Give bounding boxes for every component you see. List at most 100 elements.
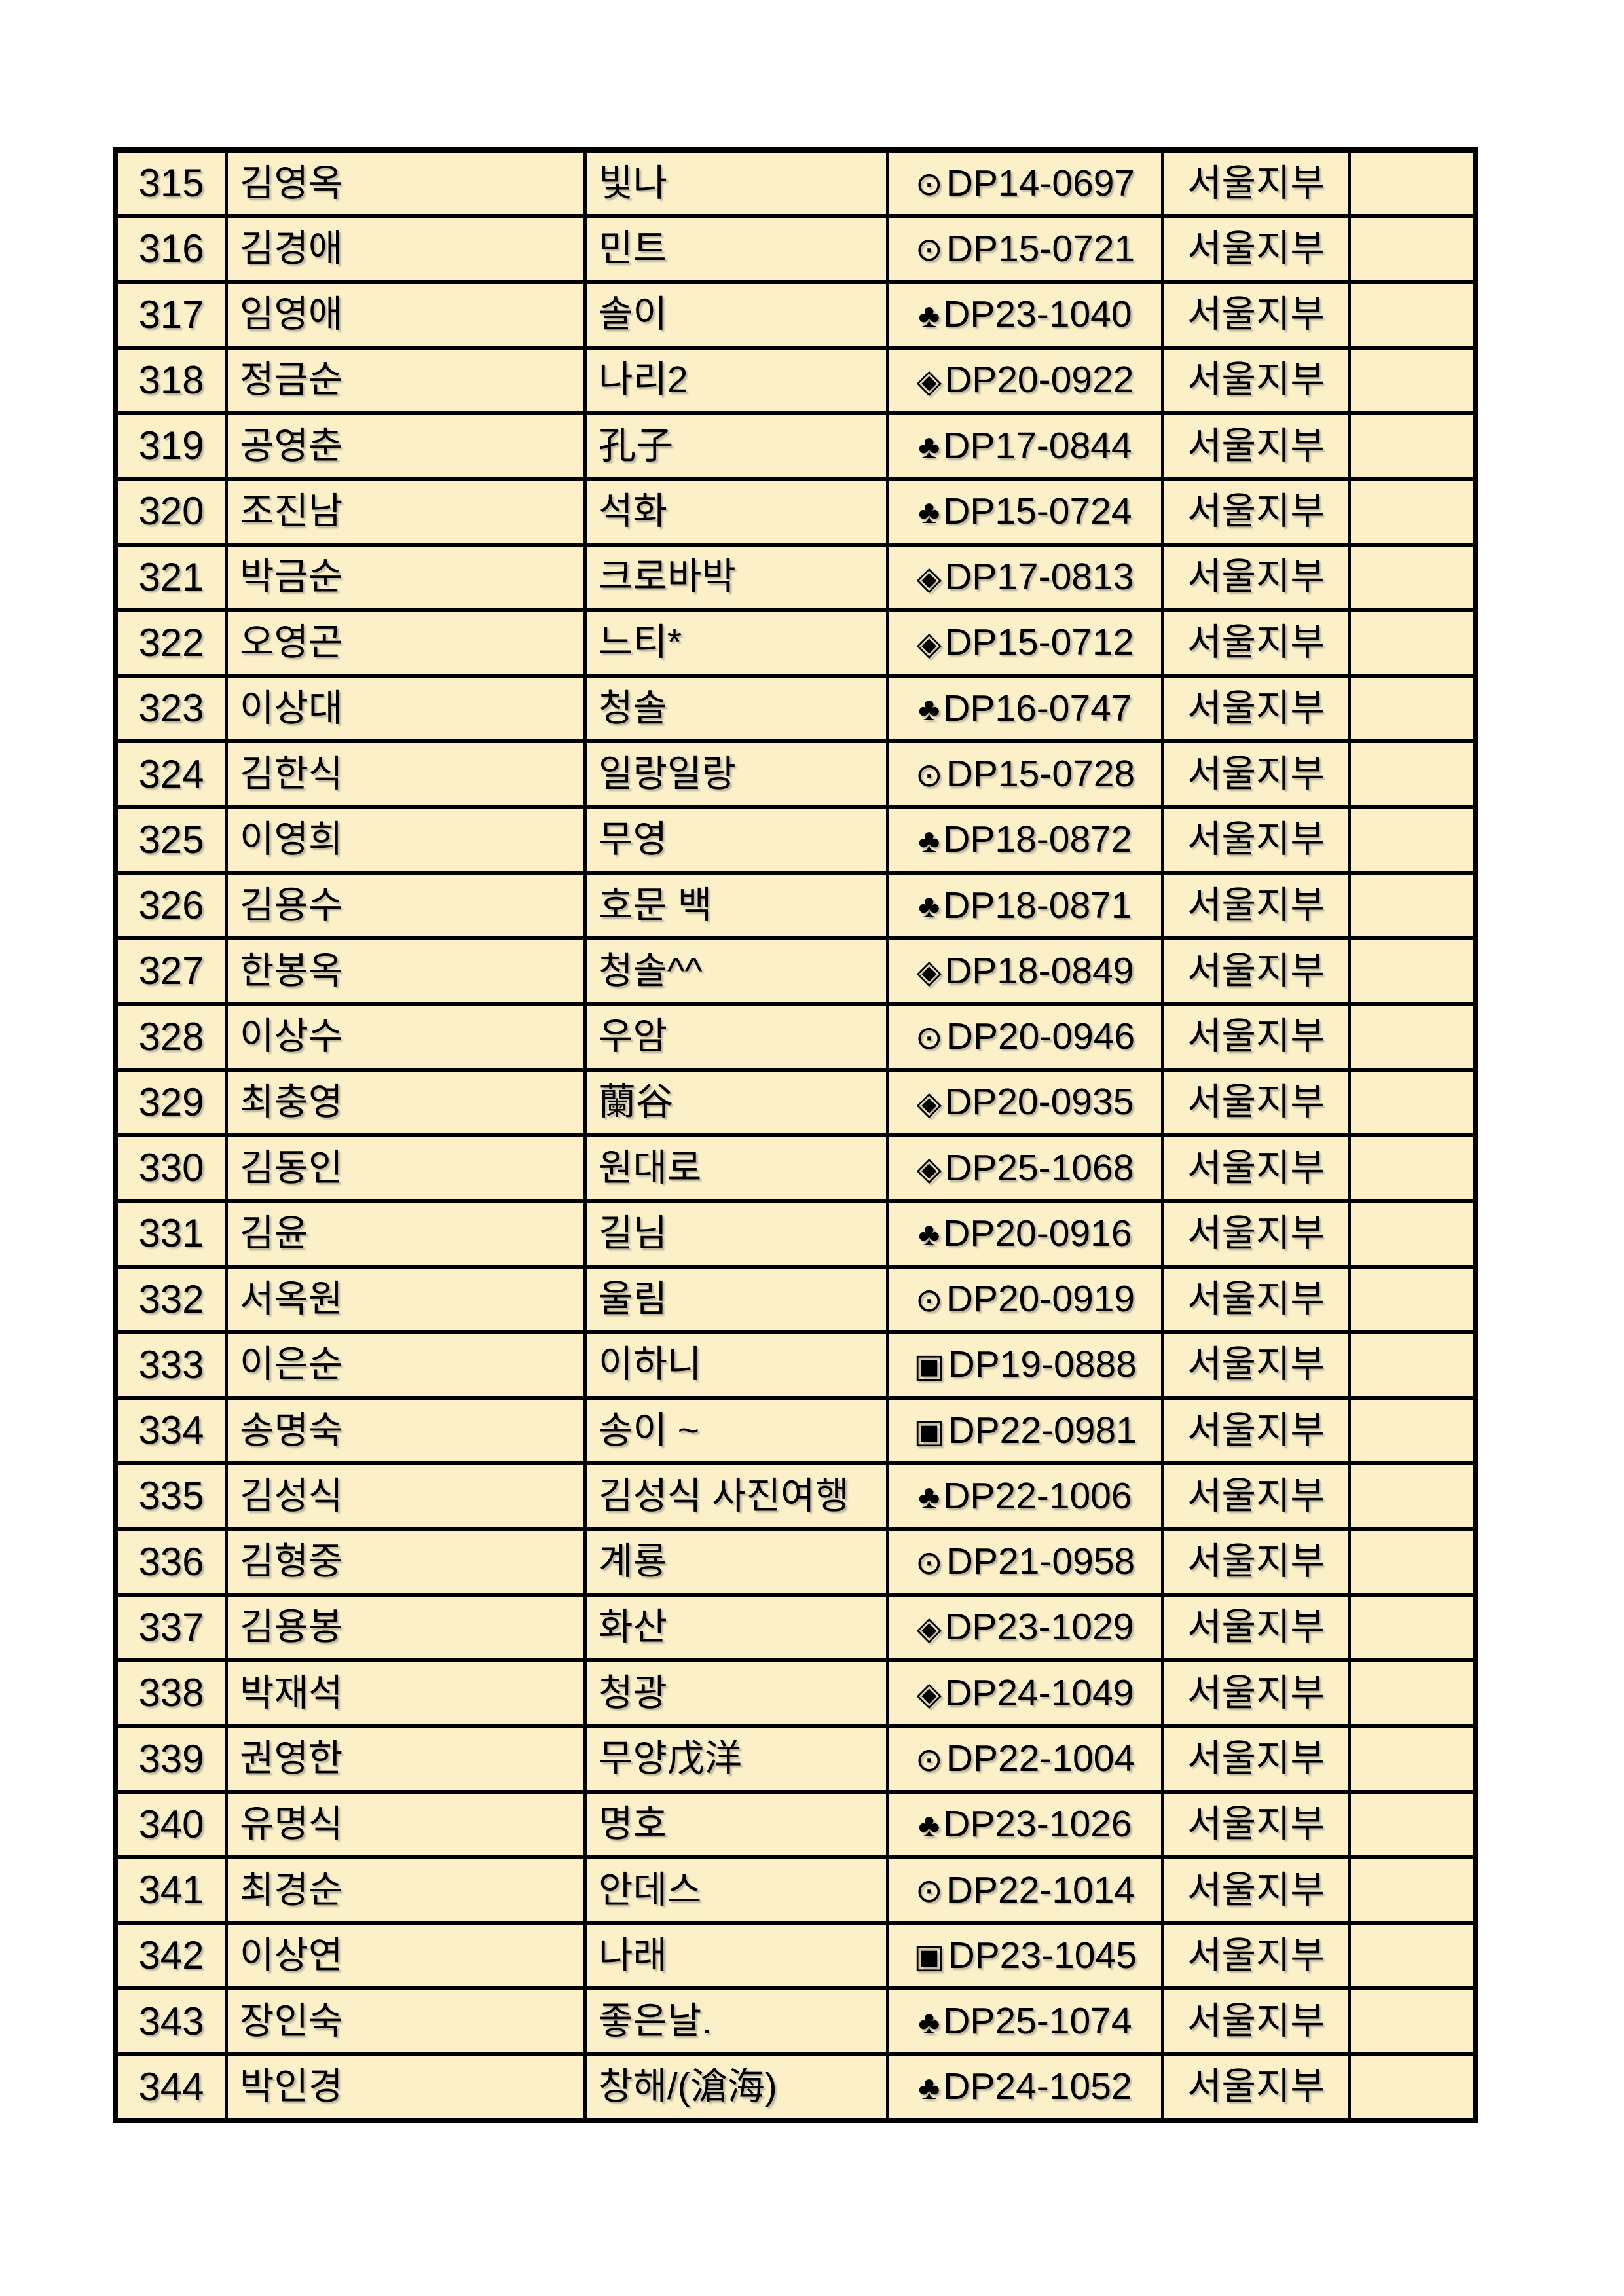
member-code-cell: ⊙ DP15-0728 [889, 743, 1164, 805]
member-name: 김용봉 [228, 1596, 587, 1659]
member-number: 335 [118, 1465, 228, 1527]
member-branch: 서울지부 [1164, 218, 1351, 280]
member-code-cell: ▣ DP23-1045 [889, 1925, 1164, 1987]
grade-symbol-icon: ♣ [918, 1216, 940, 1253]
member-code-cell: ◈ DP24-1049 [889, 1662, 1164, 1724]
member-name: 이상수 [228, 1006, 587, 1068]
member-number: 342 [118, 1925, 228, 1987]
grade-symbol-icon: ♣ [918, 888, 940, 925]
member-code-cell: ◈ DP23-1029 [889, 1596, 1164, 1659]
member-code: DP18-0849 [945, 949, 1134, 992]
grade-symbol-icon: ◈ [916, 1150, 942, 1188]
member-number: 343 [118, 1990, 228, 2052]
member-nickname: 솔이 [587, 283, 889, 346]
member-note-empty [1351, 481, 1473, 542]
table-row: 318 정금순 나리2 ◈ DP20-0922 서울지부 [118, 349, 1473, 416]
table-row: 317 임영애 솔이 ♣ DP23-1040 서울지부 [118, 283, 1473, 350]
member-branch: 서울지부 [1164, 1990, 1351, 2052]
member-branch: 서울지부 [1164, 1728, 1351, 1790]
member-nickname: 크로바박 [587, 546, 889, 608]
member-name: 박인경 [228, 2056, 587, 2118]
table-row: 341 최경순 안데스 ⊙ DP22-1014 서울지부 [118, 1859, 1473, 1925]
member-name: 이영희 [228, 809, 587, 871]
table-row: 323 이상대 청솔 ♣ DP16-0747 서울지부 [118, 678, 1473, 744]
member-name: 임영애 [228, 283, 587, 346]
member-branch: 서울지부 [1164, 1925, 1351, 1987]
member-code: DP22-1004 [946, 1738, 1135, 1779]
member-code-cell: ⊙ DP21-0958 [889, 1531, 1164, 1593]
member-code: DP22-0981 [948, 1409, 1137, 1451]
member-code-cell: ⊙ DP14-0697 [889, 153, 1164, 215]
member-code-cell: ♣ DP24-1052 [889, 2056, 1164, 2118]
member-note-empty [1351, 1531, 1473, 1593]
member-nickname: 원대로 [587, 1137, 889, 1199]
member-code: DP25-1074 [943, 2000, 1132, 2043]
member-note-empty [1351, 1006, 1473, 1067]
grade-symbol-icon: ◈ [916, 1084, 942, 1121]
member-code-cell: ♣ DP23-1040 [889, 283, 1164, 346]
member-nickname: 느티* [587, 611, 889, 674]
table-row: 326 김용수 호문 백 ♣ DP18-0871 서울지부 [118, 874, 1473, 941]
grade-symbol-icon: ▣ [913, 1347, 945, 1384]
member-number: 340 [118, 1793, 228, 1855]
member-nickname: 나리2 [587, 349, 889, 412]
member-nickname: 孔子 [587, 415, 889, 477]
member-code-cell: ♣ DP18-0871 [889, 874, 1164, 937]
member-code: DP15-0728 [946, 753, 1135, 795]
member-nickname: 무영 [587, 809, 889, 871]
member-name: 박금순 [228, 546, 587, 608]
member-name: 김한식 [228, 743, 587, 805]
member-nickname: 빛나 [587, 153, 889, 215]
member-name: 권영한 [228, 1728, 587, 1790]
member-code-cell: ♣ DP18-0872 [889, 809, 1164, 871]
grade-symbol-icon: ♣ [918, 297, 940, 334]
member-branch: 서울지부 [1164, 1006, 1351, 1068]
member-code: DP15-0712 [945, 621, 1134, 664]
member-name: 정금순 [228, 349, 587, 412]
member-branch: 서울지부 [1164, 283, 1351, 346]
member-name: 장인숙 [228, 1990, 587, 2052]
grade-symbol-icon: ◈ [916, 953, 942, 991]
member-branch: 서울지부 [1164, 1859, 1351, 1922]
member-branch: 서울지부 [1164, 1531, 1351, 1593]
member-code-cell: ⊙ DP20-0946 [889, 1006, 1164, 1068]
member-note-empty [1351, 1597, 1473, 1658]
member-note-empty [1351, 1662, 1473, 1724]
table-row: 319 공영춘 孔子 ♣ DP17-0844 서울지부 [118, 415, 1473, 481]
table-row: 337 김용봉 화산 ◈ DP23-1029 서울지부 [118, 1596, 1473, 1663]
member-number: 318 [118, 349, 228, 412]
member-code: DP19-0888 [948, 1343, 1137, 1386]
table-row: 342 이상연 나래 ▣ DP23-1045 서울지부 [118, 1925, 1473, 1991]
member-note-empty [1351, 940, 1473, 1002]
member-code-cell: ♣ DP25-1074 [889, 1990, 1164, 2052]
member-note-empty [1351, 1269, 1473, 1330]
member-nickname: 청솔^^ [587, 940, 889, 1002]
member-code: DP22-1006 [943, 1474, 1132, 1517]
grade-symbol-icon: ⊙ [915, 1544, 943, 1581]
member-code-cell: ◈ DP17-0813 [889, 546, 1164, 608]
member-name: 김성식 [228, 1465, 587, 1527]
member-note-empty [1351, 1728, 1473, 1789]
member-number: 320 [118, 481, 228, 543]
table-row: 336 김형중 계룡 ⊙ DP21-0958 서울지부 [118, 1531, 1473, 1597]
member-note-empty [1351, 1334, 1473, 1396]
table-row: 334 송명숙 송이 ~ ▣ DP22-0981 서울지부 [118, 1400, 1473, 1466]
member-code: DP16-0747 [943, 687, 1132, 729]
member-name: 이상연 [228, 1925, 587, 1987]
member-nickname: 석화 [587, 481, 889, 543]
member-nickname: 이하니 [587, 1334, 889, 1396]
member-note-empty [1351, 284, 1473, 346]
member-nickname: 김성식 사진여행 [587, 1465, 889, 1527]
member-number: 341 [118, 1859, 228, 1922]
member-nickname: 蘭谷 [587, 1071, 889, 1133]
member-number: 315 [118, 153, 228, 215]
table-row: 335 김성식 김성식 사진여행 ♣ DP22-1006 서울지부 [118, 1465, 1473, 1531]
member-branch: 서울지부 [1164, 1071, 1351, 1133]
member-note-empty [1351, 547, 1473, 608]
member-nickname: 안데스 [587, 1859, 889, 1922]
member-code-cell: ◈ DP18-0849 [889, 940, 1164, 1002]
member-code-cell: ♣ DP22-1006 [889, 1465, 1164, 1527]
grade-symbol-icon: ♣ [918, 428, 940, 465]
member-code: DP20-0946 [946, 1015, 1135, 1058]
